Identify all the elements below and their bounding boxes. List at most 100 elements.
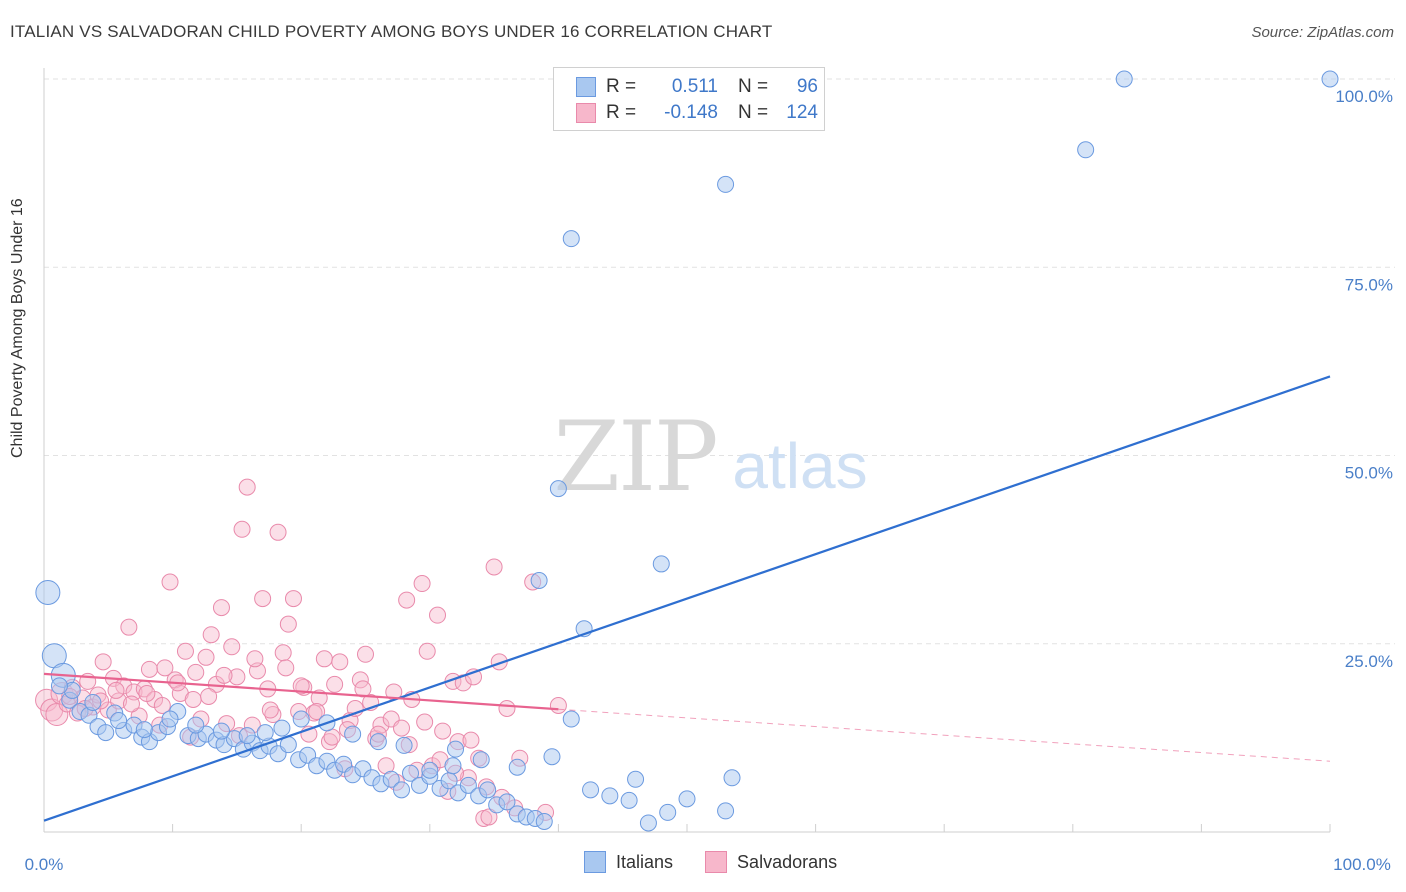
y-axis-label: Child Poverty Among Boys Under 16: [9, 198, 26, 458]
salvadoran-point: [354, 680, 372, 698]
italian-point: [549, 480, 567, 498]
salvadoran-point: [485, 558, 503, 576]
italian-point: [97, 724, 115, 742]
italian-point: [444, 757, 462, 775]
salvadoran-point: [274, 644, 292, 662]
salvadoran-point: [161, 573, 179, 591]
salvadoran-point: [269, 523, 287, 541]
salvadoran-point: [323, 728, 341, 746]
salvadoran-point: [418, 642, 436, 660]
italian-point: [530, 571, 548, 589]
italian-point: [238, 727, 256, 745]
salvadoran-point: [176, 642, 194, 660]
salvadoran-point: [549, 696, 567, 714]
italian-point: [620, 791, 638, 809]
salvadoran-point: [413, 575, 431, 593]
salvadoran-point: [264, 706, 282, 724]
salvadoran-point: [480, 808, 498, 826]
y-tick-label: 25.0%: [1345, 652, 1393, 671]
italian-point: [256, 724, 274, 742]
salvadoran-point: [153, 696, 171, 714]
italian-point: [421, 761, 439, 779]
italian-point: [447, 740, 465, 758]
italian-point: [1321, 70, 1339, 88]
italian-point: [1077, 141, 1095, 159]
x-tick-label: 100.0%: [1333, 855, 1391, 874]
salvadoran-point: [120, 618, 138, 636]
italian-point: [395, 736, 413, 754]
legend-n-value-salvadorans: 124: [786, 102, 818, 123]
salvadoran-point: [279, 615, 297, 633]
legend-label-salvadorans: Salvadorans: [737, 851, 838, 872]
legend-r-label: R =: [606, 102, 637, 123]
salvadoran-point: [212, 599, 230, 617]
legend-r-value-italians: 0.511: [671, 76, 718, 97]
italian-point: [393, 781, 411, 799]
italian-point: [472, 751, 490, 769]
italian-point: [187, 716, 205, 734]
salvadorans-trend-extension: [558, 708, 1331, 762]
salvadoran-point: [498, 700, 516, 718]
y-tick-label: 75.0%: [1345, 275, 1393, 294]
italian-point: [543, 748, 561, 766]
salvadoran-point: [434, 722, 452, 740]
series-legend: Italians Salvadorans: [584, 851, 869, 873]
salvadoran-point: [326, 675, 344, 693]
salvadoran-point: [416, 713, 434, 731]
italian-point: [498, 793, 516, 811]
italian-point: [135, 721, 153, 739]
salvadoran-point: [223, 638, 241, 656]
italian-point: [582, 781, 600, 799]
italians-trend-line: [43, 375, 1331, 822]
salvadoran-point: [284, 590, 302, 608]
salvadoran-point: [393, 719, 411, 737]
source-label: Source: ZipAtlas.com: [1251, 24, 1394, 41]
salvadorans-points: [35, 478, 567, 827]
salvadoran-point: [462, 731, 480, 749]
italian-point: [678, 790, 696, 808]
italian-point: [344, 725, 362, 743]
salvadoran-point: [122, 695, 140, 713]
italian-point: [1115, 70, 1133, 88]
salvadoran-point: [357, 645, 374, 663]
italian-point: [369, 733, 387, 751]
legend-swatch-italians: [576, 77, 596, 97]
italian-point: [627, 770, 645, 788]
italian-point: [212, 722, 230, 740]
salvadorans-trend-line: [43, 672, 559, 711]
salvadoran-point: [228, 668, 246, 686]
italian-point: [402, 764, 420, 782]
tick-labels: 25.0% 50.0% 75.0% 100.0% 0.0% 100.0%: [25, 87, 1393, 874]
legend-r-value-salvadorans: -0.148: [664, 102, 718, 123]
salvadoran-point: [200, 687, 218, 705]
legend-swatch-salvadorans: [705, 851, 728, 873]
italian-point: [601, 787, 619, 805]
chart-title: ITALIAN VS SALVADORAN CHILD POVERTY AMON…: [10, 22, 773, 41]
italian-point: [535, 812, 553, 830]
salvadoran-point: [429, 606, 447, 624]
italian-point: [717, 802, 735, 820]
watermark: ZIP atlas: [553, 401, 867, 513]
salvadoran-point: [202, 626, 220, 644]
salvadoran-point: [138, 684, 156, 702]
salvadoran-point: [277, 659, 295, 677]
italian-point: [479, 781, 497, 799]
salvadoran-point: [261, 701, 279, 719]
salvadoran-point: [140, 660, 158, 678]
legend-item-italians[interactable]: Italians: [584, 851, 673, 873]
italian-point: [659, 803, 677, 821]
legend-item-salvadorans[interactable]: Salvadorans: [705, 851, 837, 873]
italian-point: [84, 693, 102, 711]
salvadoran-point: [331, 653, 349, 671]
italian-point: [35, 580, 61, 606]
legend-row-salvadorans: R = -0.148 N = 124: [576, 101, 818, 125]
legend-swatch-italians: [584, 851, 606, 873]
stats-legend: R = 0.511 N = 96 R = -0.148 N = 124: [553, 67, 825, 131]
italian-point: [508, 758, 526, 776]
salvadoran-point: [308, 703, 326, 721]
salvadoran-point: [398, 591, 416, 609]
salvadoran-point: [215, 666, 233, 684]
salvadoran-point: [94, 653, 112, 671]
salvadoran-point: [246, 650, 264, 668]
